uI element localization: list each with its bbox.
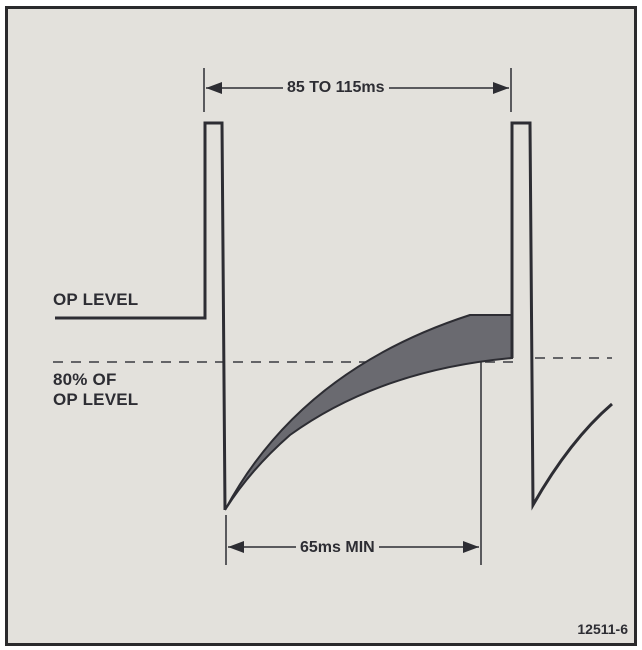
minimum-arrow-right — [463, 541, 479, 553]
eighty-percent-label-line2: OP LEVEL — [53, 390, 139, 409]
waveform-second-pulse — [510, 121, 613, 511]
op-level-label: OP LEVEL — [53, 290, 139, 309]
period-arrow-right — [493, 82, 509, 94]
decay-envelope-shaded-region — [224, 314, 513, 511]
eighty-percent-label-line1: 80% OF — [53, 370, 117, 389]
waveform-trace — [55, 121, 227, 511]
eighty-percent-label: 80% OF OP LEVEL — [53, 370, 138, 410]
period-arrow-left — [206, 82, 222, 94]
minimum-dimension-label: 65ms MIN — [296, 539, 379, 557]
minimum-arrow-left — [228, 541, 244, 553]
period-dimension-label: 85 TO 115ms — [283, 79, 389, 97]
figure-number: 12511-6 — [577, 621, 628, 637]
